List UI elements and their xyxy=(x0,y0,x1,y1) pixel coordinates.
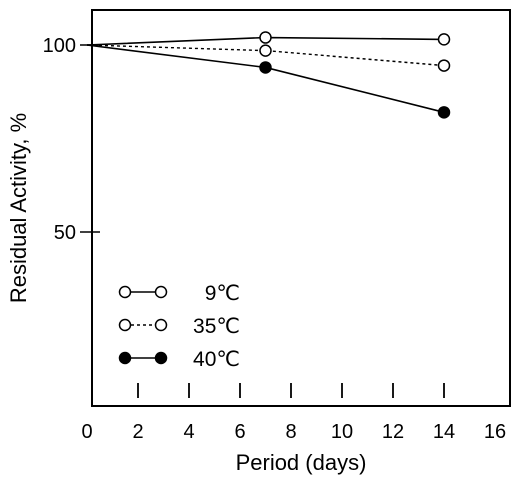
legend: 9℃ 35℃ 40℃ xyxy=(118,282,240,371)
y-tick-label: 50 xyxy=(54,222,76,244)
x-tick-label: 14 xyxy=(433,421,455,443)
legend-marker xyxy=(154,351,168,365)
data-point xyxy=(437,106,451,119)
x-tick-label: 12 xyxy=(382,421,404,443)
legend-marker xyxy=(154,285,168,299)
x-tick-label: 6 xyxy=(234,421,245,443)
data-point xyxy=(259,31,272,44)
data-point xyxy=(437,59,451,72)
data-point xyxy=(437,33,451,46)
y-tick-label: 100 xyxy=(43,35,76,57)
x-tick-label: 4 xyxy=(183,421,194,443)
legend-marker xyxy=(118,318,132,332)
x-tick-label: 0 xyxy=(81,421,92,443)
legend-label: 35℃ xyxy=(193,315,240,338)
plot-frame xyxy=(91,9,511,407)
x-tick-label: 2 xyxy=(132,421,143,443)
legend-item-1: 9℃ xyxy=(118,282,240,305)
data-point xyxy=(259,61,272,74)
x-axis-label: Period (days) xyxy=(236,450,367,475)
series-3 xyxy=(86,44,451,119)
x-ticks: 0 2 4 6 8 10 12 14 16 xyxy=(81,383,506,443)
legend-marker xyxy=(118,285,132,299)
data-point xyxy=(259,44,272,57)
x-tick-label: 10 xyxy=(331,421,353,443)
legend-item-3: 40℃ xyxy=(118,348,240,371)
x-tick-label: 8 xyxy=(285,421,296,443)
series-1 xyxy=(86,31,451,46)
x-tick-label: 16 xyxy=(484,421,506,443)
y-axis-label: Residual Activity, % xyxy=(6,113,31,303)
series-layer xyxy=(86,31,451,119)
legend-marker xyxy=(118,351,132,365)
series-2 xyxy=(86,44,451,72)
legend-label: 9℃ xyxy=(205,282,240,305)
legend-item-2: 35℃ xyxy=(118,315,240,338)
legend-marker xyxy=(154,318,168,332)
y-ticks: 50 100 xyxy=(43,35,100,244)
legend-label: 40℃ xyxy=(193,348,240,371)
